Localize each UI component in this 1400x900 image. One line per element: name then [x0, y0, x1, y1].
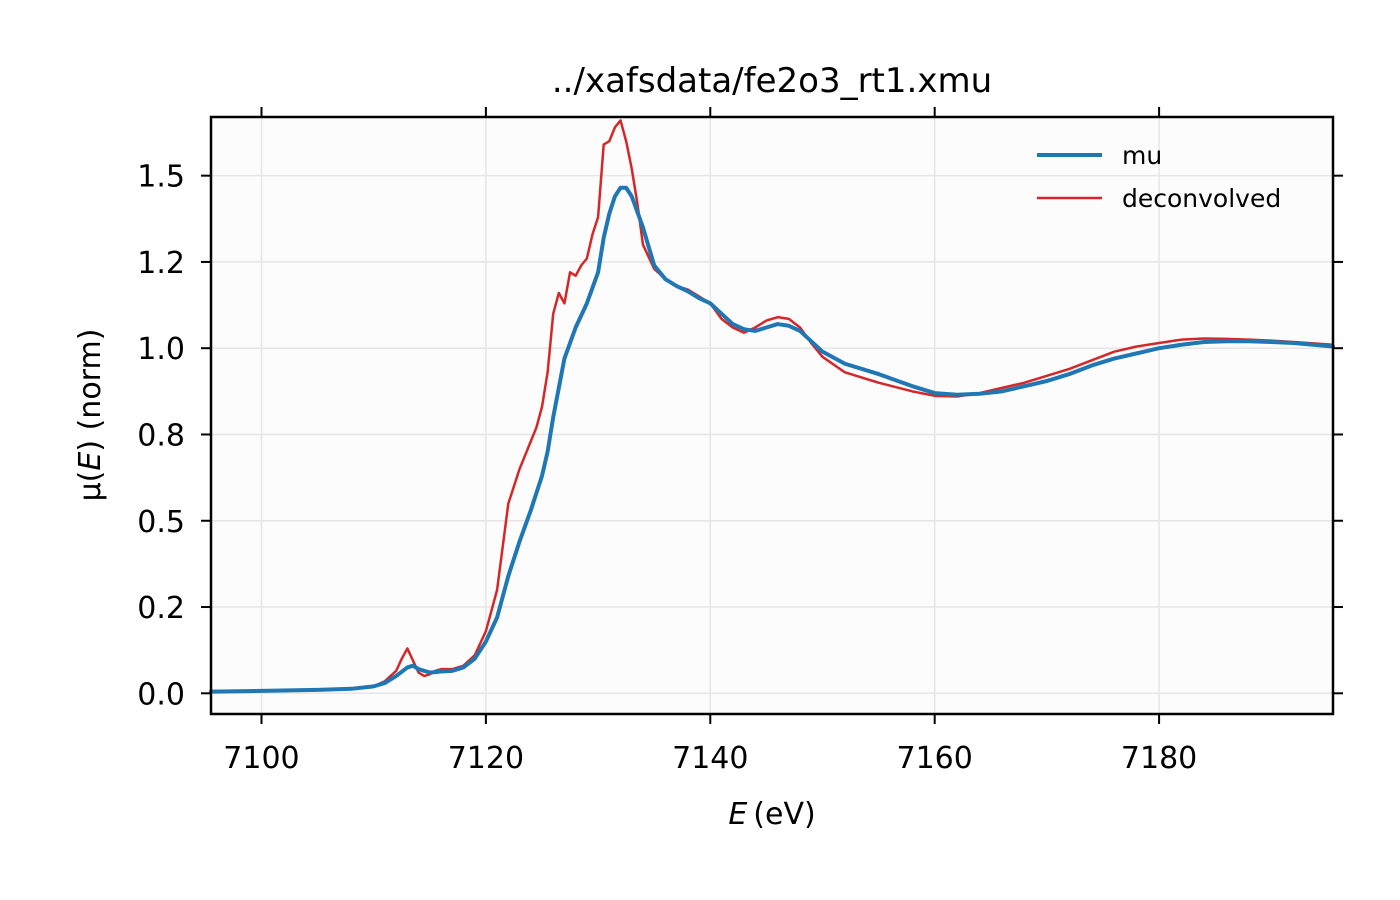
x-tick-label: 7100 [223, 741, 299, 776]
y-tick-label: 0.5 [137, 505, 185, 540]
legend: mu deconvolved [1037, 141, 1281, 213]
x-axis-title: E (eV) [728, 797, 815, 832]
y-tick-label: 1.2 [137, 246, 185, 281]
x-tick-label: 7140 [672, 741, 748, 776]
series-layer [209, 119, 1335, 694]
y-tick-label: 0.8 [137, 418, 185, 453]
x-tick-label: 7120 [448, 741, 524, 776]
plot-frame [209, 115, 1335, 716]
legend-label-deconvolved: deconvolved [1122, 184, 1281, 213]
y-tick-label: 0.2 [137, 591, 185, 626]
legend-label-mu: mu [1122, 141, 1162, 170]
y-tick-label: 1.0 [137, 332, 185, 367]
x-tick-label: 7160 [897, 741, 973, 776]
grid [211, 117, 1333, 714]
ticks: 7100 7120 7140 7160 7180 0.0 0.2 0.5 0.8 1.0 1.2 1.… [137, 107, 1343, 776]
x-tick-label: 7180 [1121, 741, 1197, 776]
chart-title: ../xafsdata/fe2o3_rt1.xmu [552, 61, 992, 101]
plot-background [211, 117, 1333, 714]
y-tick-label: 0.0 [137, 677, 185, 712]
y-tick-label: 1.5 [137, 160, 185, 195]
series-line-mu [209, 185, 1335, 694]
y-axis-title: μ(E) (norm) [73, 329, 108, 502]
